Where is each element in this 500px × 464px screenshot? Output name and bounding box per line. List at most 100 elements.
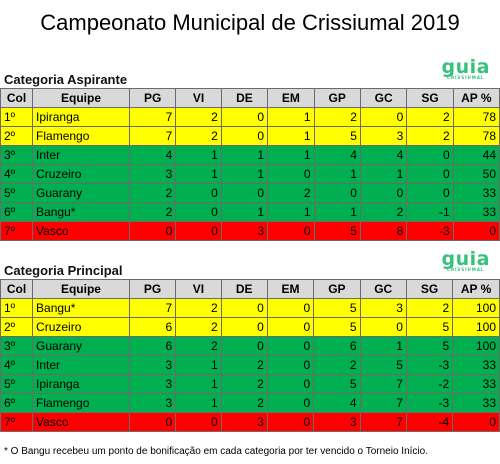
cell-gp: 4 bbox=[313, 393, 361, 413]
cell-team: Flamengo bbox=[32, 126, 130, 146]
cell-em: 1 bbox=[267, 126, 315, 146]
column-header: AP % bbox=[452, 279, 500, 299]
cell-em: 1 bbox=[267, 107, 315, 127]
cell-de: 0 bbox=[220, 126, 269, 146]
cell-de: 1 bbox=[220, 202, 269, 222]
cell-sg: 5 bbox=[405, 317, 454, 337]
table-row: 7º Vasco 0 0 3 0 5 8 -3 0 bbox=[0, 221, 500, 241]
column-header: GC bbox=[359, 88, 408, 108]
cell-gc: 3 bbox=[359, 126, 408, 146]
cell-gp: 1 bbox=[313, 164, 361, 184]
cell-pg: 0 bbox=[128, 412, 177, 432]
column-header: GC bbox=[359, 279, 407, 299]
cell-em: 0 bbox=[266, 317, 315, 337]
column-header: EM bbox=[266, 279, 315, 299]
cell-de: 2 bbox=[220, 355, 268, 375]
table-row: 2º Flamengo 7 2 0 1 5 3 2 78 bbox=[0, 126, 500, 146]
cell-gc: 0 bbox=[359, 317, 407, 337]
cell-vi: 0 bbox=[175, 221, 222, 241]
cell-de: 0 bbox=[220, 336, 268, 356]
cell-pos: 2º bbox=[0, 126, 34, 146]
cell-sg: -4 bbox=[405, 412, 454, 432]
cell-vi: 2 bbox=[175, 126, 222, 146]
cell-sg: -1 bbox=[406, 202, 454, 222]
column-header: DE bbox=[220, 279, 268, 299]
cell-sg: 2 bbox=[406, 126, 454, 146]
cell-em: 0 bbox=[266, 336, 315, 356]
cell-vi: 1 bbox=[175, 145, 222, 165]
column-header: AP % bbox=[452, 88, 500, 108]
cell-pg: 6 bbox=[128, 317, 177, 337]
cell-pos: 1º bbox=[0, 107, 34, 127]
cell-de: 0 bbox=[220, 183, 269, 203]
column-header: GP bbox=[313, 88, 361, 108]
cell-em: 0 bbox=[266, 393, 315, 413]
cell-pos: 4º bbox=[0, 164, 34, 184]
cell-team: Inter bbox=[32, 355, 130, 375]
cell-de: 2 bbox=[220, 393, 268, 413]
column-header: EM bbox=[267, 88, 315, 108]
cell-gc: 1 bbox=[359, 336, 407, 356]
cell-team: Ipiranga bbox=[32, 107, 130, 127]
column-header: Equipe bbox=[32, 88, 130, 108]
cell-ap: 33 bbox=[452, 202, 500, 222]
cell-pos: 2º bbox=[0, 317, 34, 337]
cell-pg: 3 bbox=[128, 164, 177, 184]
cell-vi: 0 bbox=[175, 202, 222, 222]
aspirante-table: Col Equipe PG VI DE EM GP GC SG AP % 1º Ipiranga 7 2 0… bbox=[0, 88, 500, 241]
cell-gp: 2 bbox=[313, 355, 361, 375]
guia-logo: guia CRISSIUMAL bbox=[441, 56, 490, 80]
principal-title: Categoria Principal bbox=[4, 263, 123, 278]
column-header: Col bbox=[0, 88, 34, 108]
cell-vi: 2 bbox=[175, 317, 222, 337]
cell-em: 2 bbox=[267, 183, 315, 203]
cell-em: 0 bbox=[266, 298, 315, 318]
table-row: 3º Inter 4 1 1 1 4 4 0 44 bbox=[0, 145, 500, 165]
cell-pg: 7 bbox=[128, 298, 177, 318]
table-header-row: Col Equipe PG VI DE EM GP GC SG AP % bbox=[0, 279, 500, 299]
cell-gc: 2 bbox=[359, 202, 408, 222]
cell-pos: 7º bbox=[0, 221, 34, 241]
table-row: 5º Ipiranga 3 1 2 0 5 7 -2 33 bbox=[0, 374, 500, 394]
table-row: 2º Cruzeiro 6 2 0 0 5 0 5 100 bbox=[0, 317, 500, 337]
cell-ap: 100 bbox=[452, 298, 500, 318]
cell-gp: 2 bbox=[313, 107, 361, 127]
cell-team: Bangu* bbox=[32, 202, 130, 222]
cell-em: 0 bbox=[266, 355, 315, 375]
cell-sg: 0 bbox=[406, 164, 454, 184]
table-row: 1º Bangu* 7 2 0 0 5 3 2 100 bbox=[0, 298, 500, 318]
cell-vi: 1 bbox=[175, 374, 222, 394]
cell-pg: 7 bbox=[128, 107, 177, 127]
column-header: SG bbox=[406, 88, 454, 108]
cell-sg: -3 bbox=[405, 355, 454, 375]
cell-pos: 6º bbox=[0, 393, 34, 413]
cell-pos: 6º bbox=[0, 202, 34, 222]
table-row: 6º Bangu* 2 0 1 1 1 2 -1 33 bbox=[0, 202, 500, 222]
column-header: PG bbox=[128, 279, 177, 299]
cell-vi: 2 bbox=[175, 107, 222, 127]
cell-ap: 0 bbox=[452, 221, 500, 241]
cell-team: Inter bbox=[32, 145, 130, 165]
cell-sg: -3 bbox=[406, 221, 454, 241]
cell-de: 0 bbox=[220, 298, 268, 318]
cell-pos: 1º bbox=[0, 298, 34, 318]
cell-em: 0 bbox=[266, 412, 315, 432]
cell-sg: 0 bbox=[406, 183, 454, 203]
cell-gp: 5 bbox=[313, 221, 361, 241]
cell-gc: 3 bbox=[359, 298, 407, 318]
cell-gc: 0 bbox=[359, 183, 408, 203]
cell-vi: 2 bbox=[175, 336, 222, 356]
cell-de: 0 bbox=[220, 107, 269, 127]
cell-gp: 5 bbox=[313, 317, 361, 337]
footnote: * O Bangu recebeu um ponto de bonificaçã… bbox=[4, 446, 428, 457]
table-row: 4º Cruzeiro 3 1 1 0 1 1 0 50 bbox=[0, 164, 500, 184]
table-row: 7º Vasco 0 0 3 0 3 7 -4 0 bbox=[0, 412, 500, 432]
cell-ap: 44 bbox=[452, 145, 500, 165]
cell-vi: 0 bbox=[175, 183, 222, 203]
table-row: 1º Ipiranga 7 2 0 1 2 0 2 78 bbox=[0, 107, 500, 127]
cell-pg: 3 bbox=[128, 393, 177, 413]
cell-sg: 2 bbox=[405, 298, 454, 318]
cell-pos: 4º bbox=[0, 355, 34, 375]
cell-vi: 1 bbox=[175, 355, 222, 375]
cell-de: 1 bbox=[220, 164, 269, 184]
